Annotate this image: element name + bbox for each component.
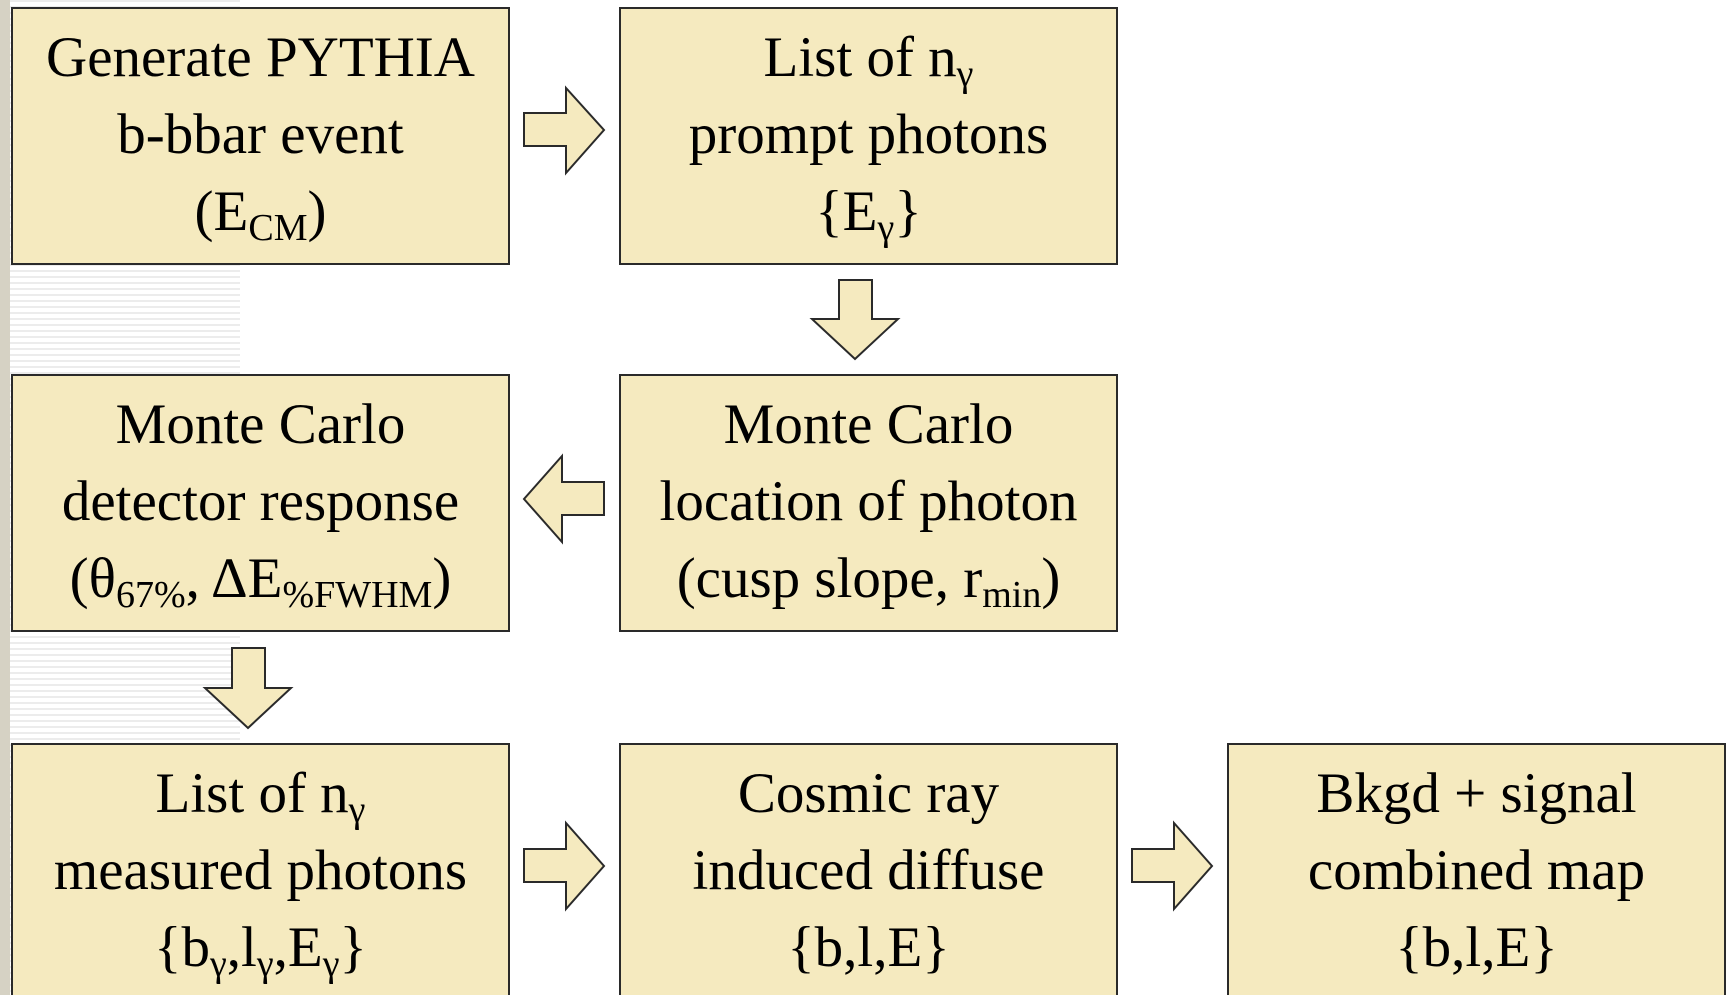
label-text: {b,l,E} [1395, 916, 1557, 979]
label-text: location of photon [660, 470, 1078, 533]
arrow-right [523, 820, 606, 912]
left-edge [0, 0, 10, 995]
node-label: b-bbar event [117, 103, 404, 166]
label-text: List of n [764, 26, 957, 89]
label-text: {b [154, 916, 210, 979]
subscript: γ [256, 943, 274, 985]
node: Cosmic ray induced diffuse {b,l,E} [619, 743, 1118, 995]
node-label: Cosmic ray [738, 762, 1000, 825]
arrow-right [523, 85, 606, 176]
label-text: detector response [62, 470, 459, 533]
node-label: (ECM) [195, 180, 327, 249]
label-text: Monte Carlo [724, 393, 1014, 456]
label-text: List of n [156, 762, 349, 825]
label-text: combined map [1308, 839, 1645, 902]
node: Generate PYTHIA b-bbar event (ECM) [11, 7, 510, 265]
arrow-right [1131, 820, 1214, 912]
arrow-down [809, 279, 901, 361]
subscript: CM [248, 207, 307, 249]
node: Monte Carlo location of photon (cusp slope… [619, 374, 1118, 632]
node-label: {b,l,E} [1395, 916, 1557, 979]
node: Bkgd + signal combined map {b,l,E} [1227, 743, 1726, 995]
subscript: γ [956, 53, 974, 95]
node-box [11, 7, 510, 265]
label-text: (θ [70, 547, 116, 610]
subscript: 67% [116, 574, 186, 616]
node-box [619, 743, 1118, 995]
label-text: } [894, 180, 921, 243]
label-text: {E [815, 180, 877, 243]
node-label: List of nγ [156, 762, 366, 831]
label-text: } [340, 916, 367, 979]
label-text: ) [307, 180, 326, 243]
node-label: (cusp slope, rmin) [677, 547, 1061, 616]
label-text: ,l [227, 916, 257, 979]
subscript: γ [877, 207, 895, 249]
node-label: detector response [62, 470, 459, 533]
node-label: Monte Carlo [116, 393, 406, 456]
label-text: Generate PYTHIA [46, 26, 475, 89]
node-label: {Eγ} [815, 180, 921, 249]
node-label: location of photon [660, 470, 1078, 533]
subscript: min [982, 574, 1041, 616]
node-label: induced diffuse [693, 839, 1045, 902]
label-text: (E [195, 180, 249, 243]
node-box [619, 7, 1118, 265]
label-text: Bkgd + signal [1316, 762, 1636, 825]
subscript: γ [348, 789, 366, 831]
label-text: prompt photons [689, 103, 1048, 166]
node-label: Monte Carlo [724, 393, 1014, 456]
arrow-left [522, 453, 605, 545]
label-text: (cusp slope, r [677, 547, 983, 610]
arrow-down [202, 647, 294, 730]
node-label: combined map [1308, 839, 1645, 902]
label-text: ) [432, 547, 451, 610]
node-box [619, 374, 1118, 632]
label-text: measured photons [54, 839, 467, 902]
subscript: γ [322, 943, 340, 985]
node-box [11, 374, 510, 632]
label-text: ) [1041, 547, 1060, 610]
node-label: List of nγ [764, 26, 974, 95]
node-label: {bγ,lγ,Eγ} [154, 916, 367, 985]
label-text: induced diffuse [693, 839, 1045, 902]
label-text: b-bbar event [117, 103, 404, 166]
subscript: %FWHM [282, 574, 432, 616]
node-label: (θ67%, ΔE%FWHM) [70, 547, 452, 616]
label-text: ,E [274, 916, 323, 979]
node-label: Bkgd + signal [1316, 762, 1636, 825]
node-box [11, 743, 510, 995]
node-label: measured photons [54, 839, 467, 902]
node-label: Generate PYTHIA [46, 26, 475, 89]
node-box [1227, 743, 1726, 995]
node-label: {b,l,E} [787, 916, 949, 979]
label-text: Cosmic ray [738, 762, 1000, 825]
node: Monte Carlo detector response (θ67%, ΔE%FW… [11, 374, 510, 632]
label-text: {b,l,E} [787, 916, 949, 979]
label-text: Monte Carlo [116, 393, 406, 456]
node-label: prompt photons [689, 103, 1048, 166]
subscript: γ [209, 943, 227, 985]
label-text: , ΔE [186, 547, 283, 610]
